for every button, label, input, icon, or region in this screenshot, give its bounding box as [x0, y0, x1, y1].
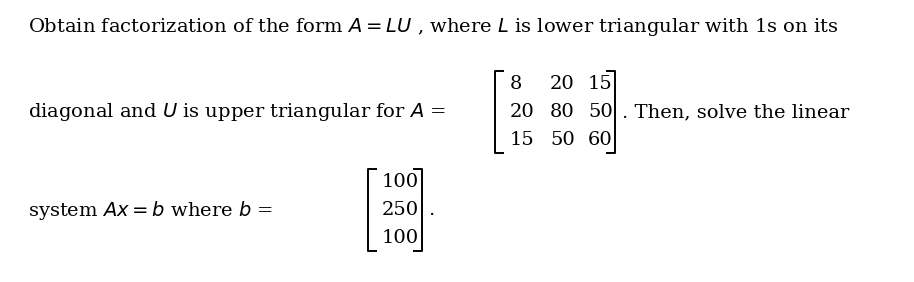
- Text: 100: 100: [382, 229, 420, 247]
- Text: 50: 50: [588, 103, 612, 121]
- Text: Obtain factorization of the form $A = LU$ , where $L$ is lower triangular with 1: Obtain factorization of the form $A = LU…: [28, 16, 838, 38]
- Text: 15: 15: [588, 75, 612, 93]
- Text: 250: 250: [382, 201, 420, 219]
- Text: 60: 60: [588, 131, 612, 149]
- Text: .: .: [428, 201, 434, 219]
- Text: 20: 20: [550, 75, 575, 93]
- Text: . Then, solve the linear: . Then, solve the linear: [622, 103, 849, 121]
- Text: 100: 100: [382, 173, 420, 191]
- Text: 50: 50: [550, 131, 575, 149]
- Text: 20: 20: [510, 103, 535, 121]
- Text: diagonal and $U$ is upper triangular for $A$ =: diagonal and $U$ is upper triangular for…: [28, 101, 446, 123]
- Text: 15: 15: [510, 131, 535, 149]
- Text: 8: 8: [510, 75, 523, 93]
- Text: system $\mathit{Ax=b}$ where $b$ =: system $\mathit{Ax=b}$ where $b$ =: [28, 199, 273, 221]
- Text: 80: 80: [550, 103, 575, 121]
